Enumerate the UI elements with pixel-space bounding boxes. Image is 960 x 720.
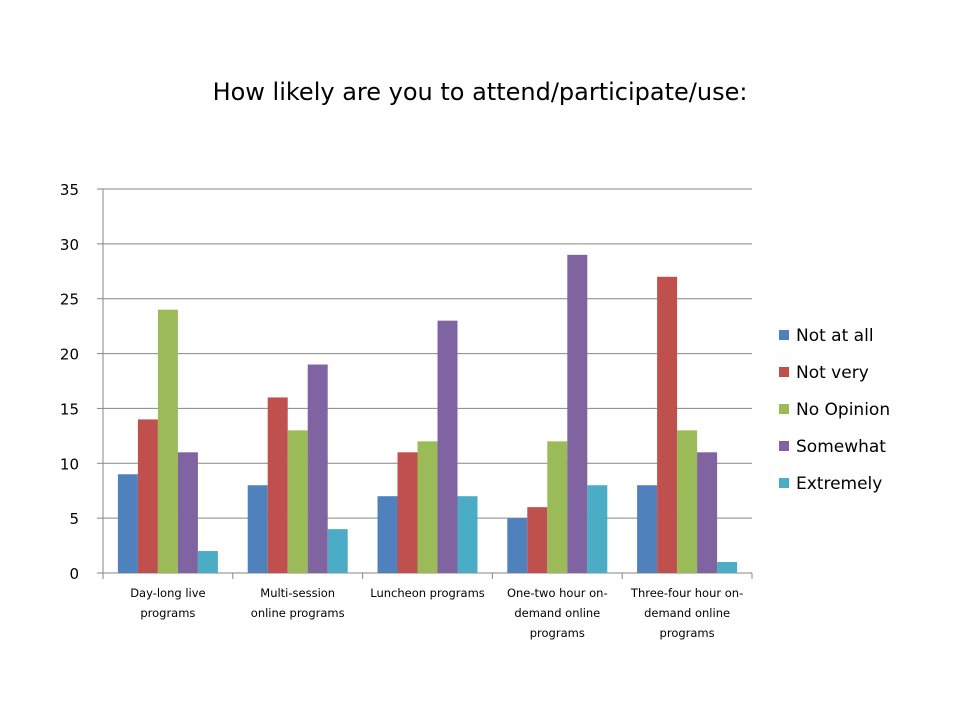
x-tick-label: online programs (251, 606, 345, 620)
y-tick-label: 25 (60, 291, 79, 309)
bar (327, 529, 348, 573)
legend-swatch (779, 478, 789, 488)
x-tick-label: Multi-session (260, 586, 335, 600)
y-tick-label: 10 (60, 455, 79, 473)
bar (527, 507, 548, 573)
x-tick-label: demand online (514, 606, 600, 620)
legend-swatch (779, 441, 789, 451)
bar (507, 518, 528, 573)
bar (177, 452, 198, 573)
gridlines (103, 188, 752, 519)
bar (697, 452, 718, 573)
bar (247, 485, 268, 573)
bar (397, 452, 418, 573)
bar (117, 474, 138, 573)
bar (567, 254, 588, 574)
bar (157, 309, 178, 573)
legend-label: Extremely (796, 474, 882, 494)
bar (637, 485, 658, 573)
bar (717, 562, 738, 573)
axes: 0 5 10 15 20 25 30 35 (60, 181, 753, 583)
bar (197, 551, 218, 573)
x-tick-label: programs (530, 626, 585, 640)
legend-swatch (779, 404, 789, 414)
y-tick-label: 0 (69, 565, 79, 583)
y-tick-label: 30 (60, 236, 79, 254)
legend-label: Not very (796, 363, 869, 383)
legend-swatch (779, 367, 789, 377)
bar (287, 430, 308, 573)
x-tick-label: Day-long live (130, 586, 205, 600)
legend: Not at all Not very No Opinion Somewhat Extr… (779, 326, 890, 494)
bar (377, 496, 398, 573)
x-tick-label: One-two hour on- (507, 586, 608, 600)
y-tick-label: 5 (69, 510, 79, 528)
y-tick-label: 20 (60, 346, 79, 364)
x-tick-label: programs (660, 626, 715, 640)
bar (657, 276, 678, 573)
legend-label: Somewhat (796, 437, 886, 457)
chart-title: How likely are you to attend/participate… (213, 78, 748, 106)
x-axis-labels: Day-long live programs Multi-session online… (130, 586, 743, 640)
legend-label: No Opinion (796, 400, 890, 420)
y-tick-label: 15 (60, 400, 79, 418)
bar (457, 496, 478, 573)
y-tick-label: 35 (60, 181, 79, 199)
bar (677, 430, 698, 573)
bar (547, 441, 568, 573)
bar (587, 485, 608, 573)
bar (137, 419, 158, 573)
bar (267, 397, 288, 573)
x-tick-label: Three-four hour on- (630, 586, 743, 600)
x-tick-label: demand online (644, 606, 730, 620)
bar (307, 364, 328, 573)
bar (417, 441, 438, 573)
bar (437, 320, 458, 573)
bars (117, 254, 738, 574)
legend-swatch (779, 330, 789, 340)
legend-label: Not at all (796, 326, 874, 346)
x-tick-label: programs (140, 606, 195, 620)
x-tick-label: Luncheon programs (370, 586, 485, 600)
